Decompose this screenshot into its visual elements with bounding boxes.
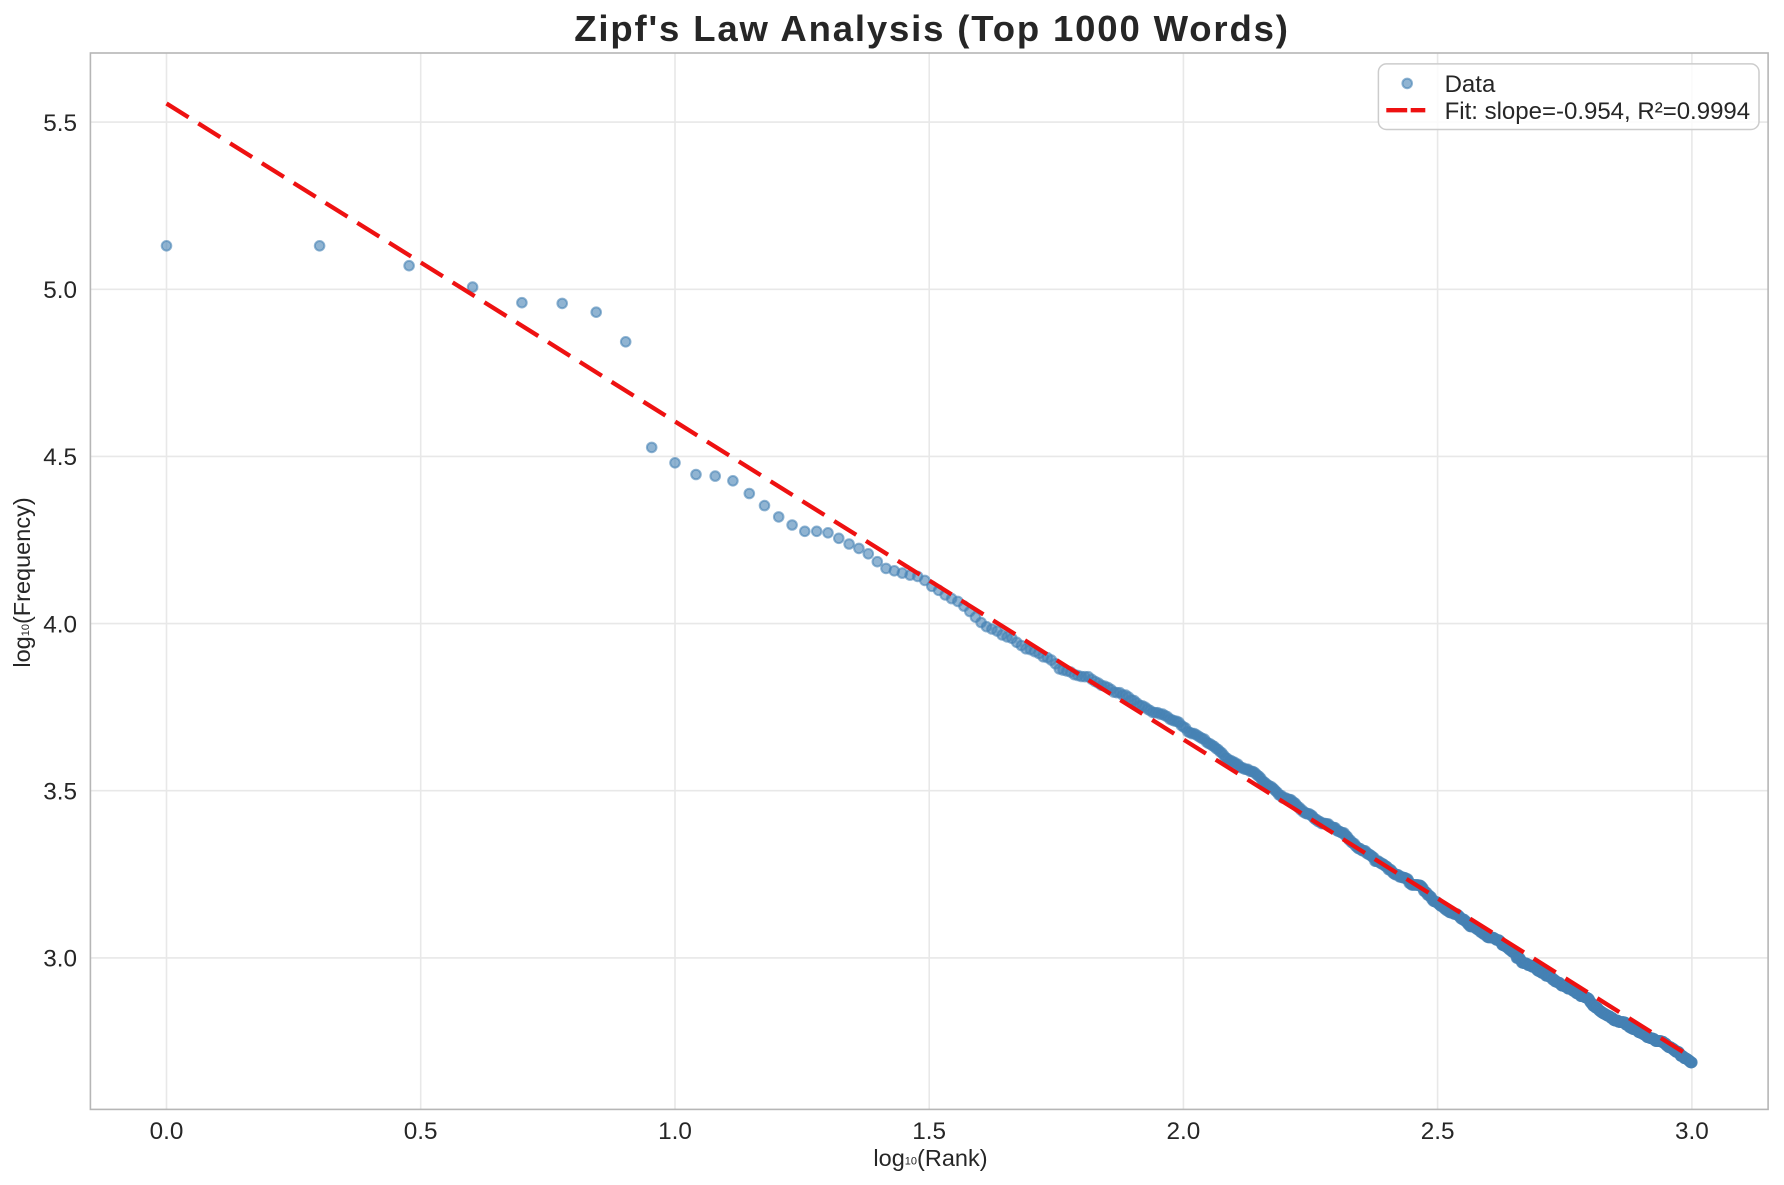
svg-text:4.0: 4.0 (43, 611, 77, 638)
svg-text:3.0: 3.0 (43, 946, 77, 973)
svg-text:0.0: 0.0 (150, 1118, 184, 1145)
svg-text:Fit: slope=-0.954, R²=0.9994: Fit: slope=-0.954, R²=0.9994 (1445, 98, 1751, 125)
svg-text:4.5: 4.5 (43, 444, 77, 471)
svg-text:Data: Data (1445, 71, 1496, 98)
svg-text:Zipf's Law Analysis (Top 1000: Zipf's Law Analysis (Top 1000 Words) (574, 8, 1290, 49)
svg-text:5.5: 5.5 (43, 110, 77, 137)
svg-text:3.5: 3.5 (43, 778, 77, 805)
svg-text:5.0: 5.0 (43, 277, 77, 304)
svg-text:1.0: 1.0 (658, 1118, 692, 1145)
svg-text:log10(Rank): log10(Rank) (873, 1145, 987, 1171)
svg-text:2.5: 2.5 (1421, 1118, 1455, 1145)
svg-text:log10(Frequency): log10(Frequency) (9, 497, 35, 667)
svg-text:2.0: 2.0 (1167, 1118, 1201, 1145)
svg-text:1.5: 1.5 (912, 1118, 946, 1145)
svg-text:0.5: 0.5 (404, 1118, 438, 1145)
svg-text:3.0: 3.0 (1675, 1118, 1709, 1145)
